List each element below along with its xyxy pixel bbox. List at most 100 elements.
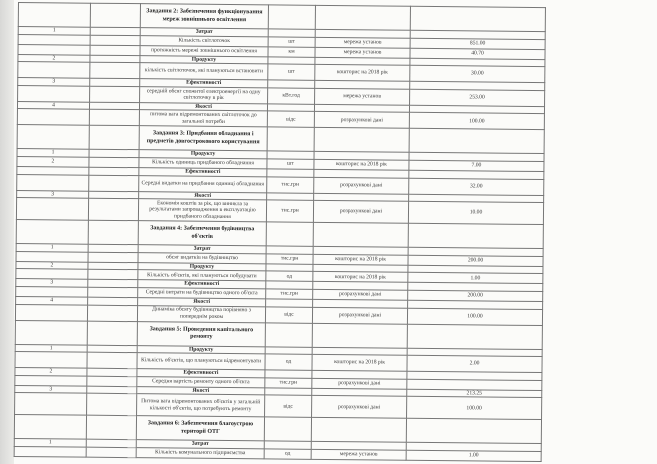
indicators-table-wrapper: Завдання 2: Забезпечення функціонування … (14, 2, 546, 462)
row-number (16, 174, 89, 191)
row-number: 2 (16, 156, 90, 168)
row-number (14, 351, 88, 369)
unit-of-measure (267, 127, 315, 152)
indicator-value (406, 418, 542, 444)
unit-of-measure: шт (266, 158, 315, 170)
data-source: розрахункові дані (314, 111, 410, 129)
row-number (18, 34, 91, 45)
indicator-name: Кількість об'єктів, що плануються відрем… (136, 352, 266, 371)
indicator-value: 1.00 (406, 450, 542, 462)
unit-of-measure: кВт.год (267, 87, 315, 105)
indicator-name: питома вага відремонтованих світлоточок … (139, 110, 268, 128)
row-number (15, 286, 88, 298)
row-number (17, 108, 90, 126)
data-source (315, 5, 411, 31)
indicator-name: Завдання 5: Проведення капітального ремо… (137, 321, 266, 347)
indicator-value (410, 6, 546, 32)
empty-cell (90, 3, 141, 28)
indicator-value: 253.00 (409, 89, 545, 107)
empty-cell (89, 109, 140, 127)
empty-cell (86, 415, 137, 440)
unit-of-measure: тис.грн (265, 288, 313, 300)
row-number (17, 85, 90, 102)
row-number (14, 392, 87, 416)
unit-of-measure: тис.грн (264, 377, 312, 389)
unit-of-measure: од (264, 354, 313, 371)
indicator-value: 10.00 (408, 201, 544, 225)
empty-cell (89, 62, 140, 79)
unit-of-measure (268, 4, 316, 30)
data-source: кошторис на 2018 рік (311, 354, 408, 372)
indicator-name: Завдання 4: Забезпечення будівництва об'… (138, 220, 267, 247)
empty-cell (89, 85, 140, 103)
row-number (15, 320, 88, 345)
data-source (313, 222, 409, 248)
indicator-value: 100.00 (409, 112, 545, 130)
indicator-value: 100.00 (407, 307, 543, 326)
data-source (311, 417, 407, 443)
unit-of-measure: відс (265, 306, 313, 323)
document-page (14, 0, 657, 464)
scan-edge (0, 0, 14, 464)
row-number (17, 44, 91, 55)
row-number (18, 2, 91, 28)
empty-cell (87, 320, 138, 346)
unit-of-measure: шт (268, 36, 316, 47)
row-number (16, 219, 89, 245)
data-source: розрахункові дані (312, 306, 408, 324)
row-number (14, 446, 87, 458)
indicator-name: Завдання 2: Забезпечення функціонування … (140, 3, 269, 29)
unit-of-measure: відс (267, 111, 315, 128)
unit-of-measure (264, 417, 312, 442)
indicator-name: середній обсяг спожитої електроенергії н… (139, 86, 268, 104)
row-number (16, 197, 89, 221)
row-number (15, 268, 88, 280)
data-source: мережа установ (314, 88, 410, 106)
data-source: кошторис на 2018 рік (314, 64, 410, 82)
indicator-name: Завдання 3: Придбання обладнання і предм… (139, 126, 268, 152)
empty-cell (88, 251, 139, 263)
unit-of-measure: тис.грн (266, 176, 314, 193)
empty-cell (86, 447, 137, 458)
indicator-name: Завдання 6: Забезпечення благоустрою тер… (136, 415, 265, 442)
indicator-name: Середні видатки на придбання одиниці обл… (138, 175, 267, 193)
empty-cell (90, 34, 141, 46)
indicator-value: 30.00 (409, 65, 545, 83)
unit-of-measure: шт (267, 64, 315, 81)
empty-cell (89, 125, 140, 151)
row-number (14, 414, 87, 440)
indicators-table: Завдання 2: Забезпечення функціонування … (14, 2, 546, 462)
row-number (16, 251, 89, 262)
unit-of-measure: відс (264, 395, 312, 418)
unit-of-measure: тис.грн (266, 200, 314, 223)
empty-cell (87, 287, 138, 298)
unit-of-measure: од (264, 448, 312, 460)
empty-cell (88, 157, 140, 168)
empty-cell (87, 269, 138, 281)
indicator-name: Економія коштів за рік, що виникла за ре… (138, 198, 267, 223)
empty-cell (89, 44, 141, 56)
empty-cell (87, 304, 138, 322)
unit-of-measure: тис.грн (265, 253, 314, 265)
unit-of-measure: км (267, 46, 316, 57)
row-number (15, 304, 88, 321)
row-number (17, 124, 90, 150)
indicator-name: Питома вага відремонтованих об'єктів у з… (136, 393, 265, 418)
indicator-value (409, 128, 545, 154)
empty-cell (88, 174, 139, 192)
indicator-value: 2.00 (406, 355, 543, 373)
row-number (17, 61, 90, 79)
indicator-value: 32.00 (408, 177, 544, 196)
indicator-name: Динаміка обсягу будівництва порівняно з … (137, 305, 266, 323)
indicator-value: 100.00 (406, 396, 542, 420)
empty-cell (88, 220, 139, 245)
data-source: розрахункові дані (313, 176, 409, 194)
indicator-value (407, 323, 543, 350)
data-source (312, 322, 408, 348)
empty-cell (86, 375, 137, 387)
empty-cell (86, 352, 138, 369)
unit-of-measure: од (265, 271, 313, 282)
data-source: мережа установ (311, 449, 407, 461)
data-source: розрахункові дані (313, 200, 409, 224)
unit-of-measure (265, 322, 313, 347)
